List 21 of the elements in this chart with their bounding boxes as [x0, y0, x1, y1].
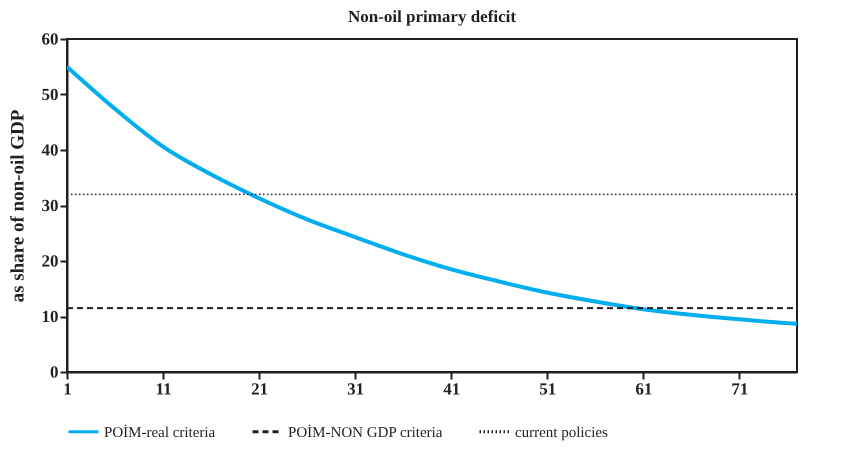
legend-label: current policies [515, 424, 608, 441]
chart-title: Non-oil primary deficit [348, 7, 516, 26]
x-tick-label: 1 [63, 380, 72, 398]
y-axis-title: as share of non-oil GDP [8, 109, 28, 302]
y-tick-label: 30 [42, 196, 58, 215]
y-tick-label: 40 [42, 140, 58, 160]
legend-label: POİM-real criteria [104, 424, 216, 441]
x-tick-label: 71 [731, 380, 748, 398]
x-tick-label: 31 [347, 380, 364, 398]
x-tick-label: 11 [156, 380, 172, 398]
y-tick-label: 20 [42, 252, 58, 270]
x-tick-label: 61 [635, 380, 652, 398]
y-tick-label: 50 [42, 85, 58, 104]
line-series [67, 64, 797, 326]
y-tick-label: 10 [42, 307, 58, 326]
x-tick-label: 41 [443, 380, 460, 398]
y-tick-label: 0 [50, 362, 58, 382]
x-tick-label: 51 [539, 380, 556, 398]
legend-label: POİM-NON GDP criteria [288, 424, 443, 441]
x-tick-label: 21 [251, 380, 268, 398]
y-tick-label: 60 [42, 30, 58, 48]
